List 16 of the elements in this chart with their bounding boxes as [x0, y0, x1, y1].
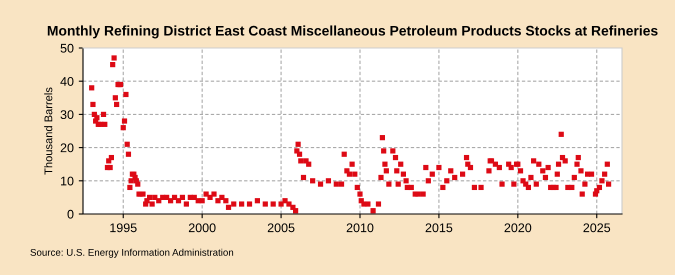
y-axis-title: Thousand Barrels	[44, 88, 52, 175]
y-tick-label: 40	[60, 77, 74, 86]
chart-title: Monthly Refining District East Coast Miscellaneous Petroleum Products Stocks at Refineries	[48, 25, 658, 38]
source-note: Source: U.S. Energy Information Administration	[30, 248, 234, 258]
x-tick-label: 2020	[504, 223, 532, 232]
y-tick-label: 30	[60, 110, 74, 120]
x-tick-label: 2015	[426, 223, 452, 232]
y-tick-label: 0	[68, 210, 74, 219]
x-tick-label: 1995	[110, 223, 137, 232]
y-tick-label: 20	[60, 143, 74, 152]
y-tick-label: 50	[60, 44, 74, 53]
x-tick-label: 2000	[188, 223, 216, 232]
x-tick-label: 2025	[583, 223, 610, 232]
x-tick-label: 2005	[268, 223, 294, 232]
x-tick-label: 2010	[346, 223, 374, 232]
y-tick-label: 10	[61, 176, 74, 186]
